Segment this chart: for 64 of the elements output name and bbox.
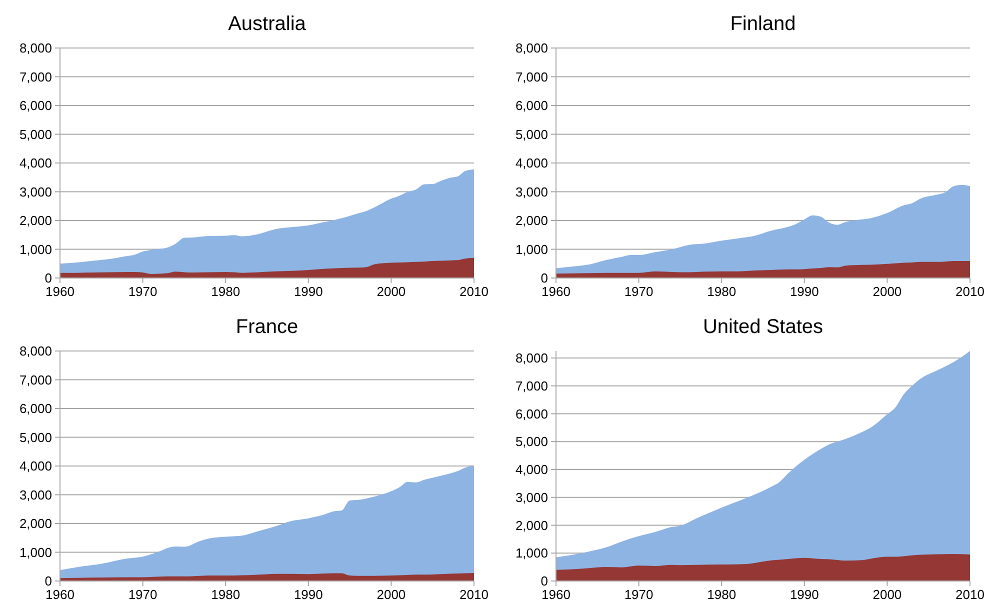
y-tick-label: 0 [540, 270, 548, 286]
y-tick-label: 1,000 [19, 242, 52, 257]
chart-title: Finland [730, 13, 796, 35]
x-tick-label: 1970 [128, 284, 158, 299]
x-tick-label: 1980 [707, 284, 736, 299]
x-tick-label: 2010 [956, 587, 984, 602]
y-tick-label: 4,000 [19, 458, 52, 474]
x-tick-label: 2000 [872, 587, 902, 602]
x-tick-label: 1990 [294, 587, 323, 602]
x-tick-label: 2000 [376, 587, 406, 602]
y-tick-label: 2,000 [19, 516, 52, 532]
x-tick-label: 1960 [542, 587, 570, 602]
y-tick-label: 0 [540, 574, 548, 589]
y-tick-label: 8,000 [19, 344, 52, 359]
y-tick-label: 2,000 [515, 518, 548, 533]
x-tick-label: 2000 [872, 284, 902, 299]
y-tick-label: 1,000 [515, 242, 548, 257]
y-tick-label: 7,000 [515, 378, 548, 394]
chart-title: Australia [228, 13, 307, 35]
y-tick-label: 3,000 [515, 184, 548, 200]
y-tick-label: 8,000 [515, 40, 548, 56]
x-tick-label: 1990 [790, 284, 819, 299]
chart-title: France [236, 316, 298, 338]
y-tick-label: 7,000 [19, 69, 52, 84]
x-tick-label: 1980 [211, 284, 240, 299]
x-tick-label: 1990 [294, 284, 323, 299]
x-tick-label: 2000 [376, 284, 406, 299]
y-tick-label: 4,000 [515, 156, 548, 171]
y-tick-label: 8,000 [515, 350, 548, 366]
y-tick-label: 6,000 [515, 406, 548, 422]
y-tick-label: 0 [44, 574, 52, 589]
x-tick-label: 1980 [707, 587, 736, 602]
x-tick-label: 1960 [46, 587, 74, 602]
y-tick-label: 5,000 [515, 434, 548, 450]
x-tick-label: 2010 [460, 587, 488, 602]
y-tick-label: 8,000 [19, 40, 52, 56]
x-tick-label: 1960 [46, 284, 74, 299]
x-tick-label: 1970 [128, 587, 158, 602]
x-tick-label: 2010 [460, 284, 488, 299]
y-tick-label: 3,000 [19, 184, 52, 200]
y-tick-label: 7,000 [515, 69, 548, 84]
x-tick-label: 1960 [542, 284, 570, 299]
y-tick-label: 5,000 [19, 126, 52, 142]
y-tick-label: 1,000 [19, 544, 52, 560]
y-tick-label: 7,000 [19, 372, 52, 388]
y-tick-label: 0 [44, 270, 52, 286]
y-tick-label: 3,000 [19, 487, 52, 502]
y-tick-label: 5,000 [19, 430, 52, 445]
y-tick-label: 5,000 [515, 126, 548, 142]
x-tick-label: 1970 [624, 284, 654, 299]
x-tick-label: 1980 [211, 587, 240, 602]
y-tick-label: 4,000 [515, 462, 548, 478]
y-tick-label: 6,000 [19, 98, 52, 114]
y-tick-label: 4,000 [19, 156, 52, 171]
y-tick-label: 3,000 [515, 490, 548, 505]
x-tick-label: 1970 [624, 587, 654, 602]
y-tick-label: 6,000 [515, 98, 548, 114]
x-tick-label: 2010 [956, 284, 984, 299]
y-tick-label: 6,000 [19, 401, 52, 416]
y-tick-label: 1,000 [515, 546, 548, 561]
x-tick-label: 1990 [790, 587, 819, 602]
chart-title: United States [702, 316, 824, 338]
y-tick-label: 2,000 [515, 213, 548, 228]
y-tick-label: 2,000 [19, 213, 52, 228]
